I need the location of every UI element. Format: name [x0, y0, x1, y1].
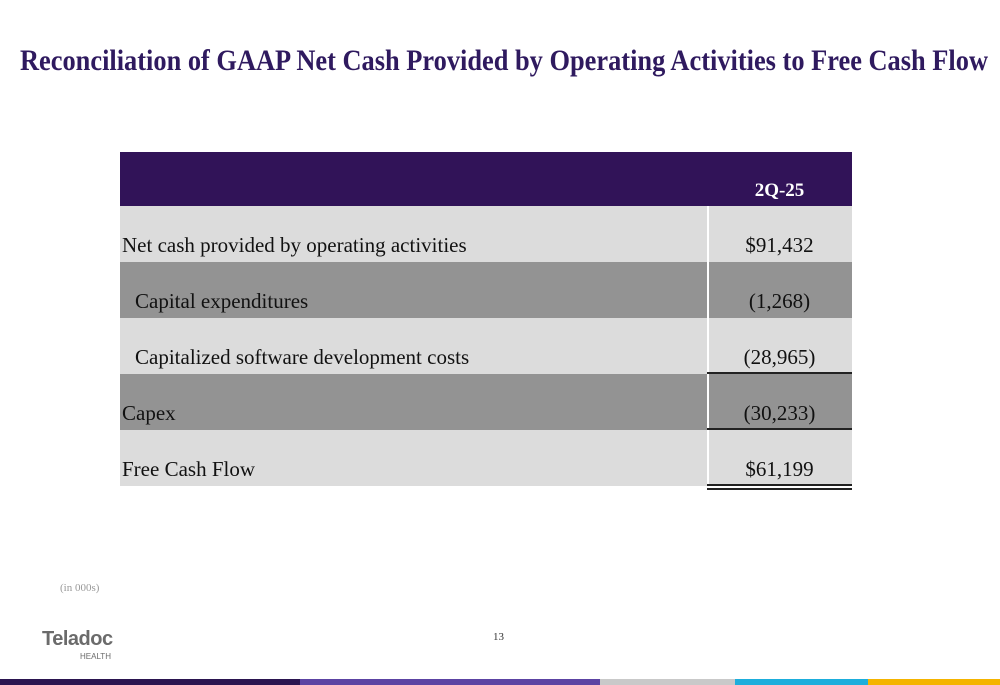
value-cell: [707, 206, 852, 262]
row-label: Capitalized software development costs: [135, 345, 470, 369]
row-label: Free Cash Flow: [122, 457, 255, 481]
value-cell: [707, 430, 852, 486]
logo-name: Teladoc: [42, 628, 113, 650]
footer-bar: [600, 679, 735, 685]
value-cell: [707, 262, 852, 318]
value-cell: [707, 318, 852, 374]
row-value: $61,199: [745, 457, 814, 481]
page-number: 13: [493, 631, 504, 643]
value-cell: [707, 374, 852, 430]
table-header: 2Q-25: [120, 152, 852, 206]
table-row: Net cash provided by operating activitie…: [120, 206, 852, 262]
table-row: Free Cash Flow $61,199: [120, 430, 852, 486]
row-value: (28,965): [743, 345, 816, 369]
underline: [707, 372, 852, 374]
table-row: Capital expenditures (1,268): [120, 262, 852, 318]
table-row: Capitalized software development costs (…: [120, 318, 852, 374]
slide-title: Reconciliation of GAAP Net Cash Provided…: [20, 44, 988, 77]
title-area: Reconciliation of GAAP Net Cash Provided…: [20, 44, 988, 77]
double-underline: [707, 484, 852, 486]
logo-sub: HEALTH: [80, 652, 111, 661]
double-underline: [707, 488, 852, 490]
row-label: Capital expenditures: [135, 289, 309, 313]
row-value: (1,268): [748, 289, 811, 313]
footer-bar: [300, 679, 600, 685]
footer-bar: [0, 679, 300, 685]
row-label: Capex: [122, 401, 176, 425]
footer-bar: [735, 679, 868, 685]
footer-bar: [868, 679, 1000, 685]
footnote: (in 000s): [60, 582, 100, 594]
column-header: 2Q-25: [754, 180, 805, 201]
underline: [707, 428, 852, 430]
row-value: $91,432: [745, 233, 814, 257]
table-row: Capex (30,233): [120, 374, 852, 430]
row-label: Net cash provided by operating activitie…: [122, 233, 467, 257]
row-value: (30,233): [743, 401, 816, 425]
